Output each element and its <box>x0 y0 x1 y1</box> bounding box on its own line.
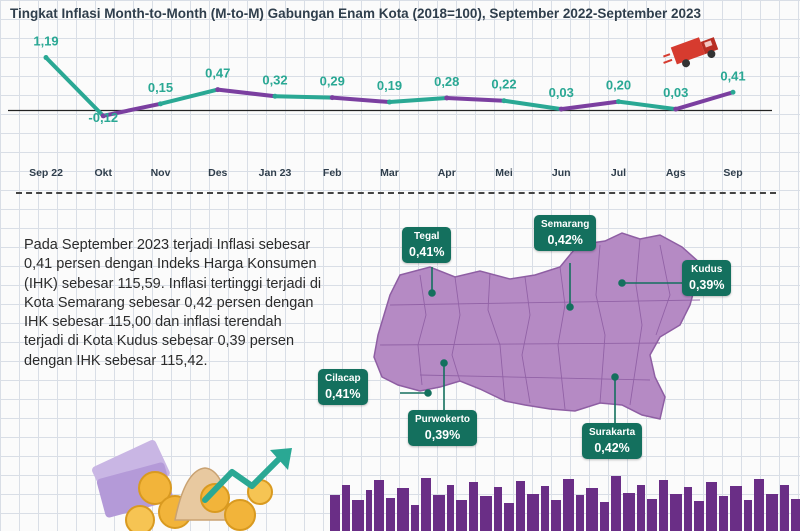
line-segment <box>44 55 106 118</box>
x-tick-label: Sep 22 <box>29 167 63 179</box>
line-segment <box>273 94 335 100</box>
x-tick-label: Ags <box>666 167 686 179</box>
line-segment <box>330 95 392 105</box>
line-segment <box>502 98 564 112</box>
data-label: 0,41 <box>720 68 745 83</box>
data-point <box>43 55 49 61</box>
data-point <box>100 113 106 119</box>
central-java-map: Tegal 0,41% Semarang 0,42% Kudus 0,39% C… <box>318 205 800 475</box>
city-inflation: 0,39% <box>424 428 461 442</box>
data-label: 0,20 <box>606 78 631 93</box>
city-name: Tegal <box>414 231 440 242</box>
data-label: 0,15 <box>148 80 173 95</box>
city-inflation: 0,42% <box>594 441 630 455</box>
city-name: Cilacap <box>325 373 361 384</box>
data-point <box>730 89 736 95</box>
data-label: 0,28 <box>434 74 459 89</box>
data-point <box>158 101 163 107</box>
line-segment <box>444 96 506 103</box>
city-inflation: 0,39% <box>689 278 725 292</box>
x-tick-label: Des <box>208 167 227 179</box>
summary-paragraph: Pada September 2023 terjadi Inflasi sebe… <box>24 237 322 369</box>
data-label: 0,29 <box>320 74 345 89</box>
x-tick-labels: Sep 22 Okt Nov Des Jan 23 Feb Mar Apr Mei Jun Jul A… <box>29 167 743 179</box>
trend-arrow-icon <box>202 448 292 503</box>
x-tick-label: Apr <box>438 167 456 179</box>
line-series <box>44 55 735 118</box>
data-point <box>673 106 679 112</box>
line-segment <box>387 96 449 105</box>
city-callout-semarang: Semarang 0,42% <box>534 215 597 251</box>
x-tick-label: Okt <box>94 167 112 179</box>
data-label: 0,47 <box>205 66 230 81</box>
data-labels: 1,19 -0,12 0,15 0,47 0,32 0,29 0,19 0,28 0,22 0,0… <box>33 34 745 125</box>
data-label: -0,12 <box>88 110 118 125</box>
x-tick-label: Feb <box>323 167 342 179</box>
data-point <box>558 106 564 112</box>
x-tick-label: Jan 23 <box>259 167 292 179</box>
city-name: Semarang <box>541 219 590 230</box>
data-point <box>329 95 335 101</box>
line-segment <box>673 90 735 112</box>
x-tick-label: Mar <box>380 167 399 179</box>
city-callout-kudus: Kudus 0,39% <box>682 260 732 296</box>
city-callout-cilacap: Cilacap 0,41% <box>318 369 368 405</box>
data-point <box>501 98 507 104</box>
data-label: 0,22 <box>491 77 516 92</box>
section-divider <box>16 192 776 194</box>
x-tick-label: Nov <box>151 167 171 179</box>
line-segment <box>616 99 678 112</box>
x-tick-label: Mei <box>495 167 513 179</box>
line-segment <box>158 87 220 106</box>
data-label: 0,32 <box>262 72 287 87</box>
x-tick-label: Sep <box>723 167 742 179</box>
city-inflation: 0,41% <box>325 387 361 401</box>
city-name: Surakarta <box>589 427 636 438</box>
data-point <box>387 99 392 105</box>
city-name: Kudus <box>691 264 723 275</box>
data-label: 0,03 <box>663 85 688 100</box>
data-point <box>616 99 621 105</box>
data-point <box>272 93 278 99</box>
inflation-line-chart: 1,19 -0,12 0,15 0,47 0,32 0,29 0,19 0,28 0,22 0,0… <box>8 34 772 179</box>
city-callout-purwokerto: Purwokerto 0,39% <box>408 410 478 446</box>
line-segment <box>101 101 163 118</box>
data-point <box>444 95 450 101</box>
city-skyline-illustration <box>330 476 800 531</box>
x-tick-label: Jul <box>611 167 626 179</box>
map-shape <box>373 232 701 425</box>
city-name: Purwokerto <box>415 414 471 425</box>
truck-icon <box>663 37 719 68</box>
data-label: 1,19 <box>33 34 58 49</box>
money-coins-illustration <box>92 439 273 531</box>
city-callout-tegal: Tegal 0,41% <box>402 227 452 263</box>
data-points <box>43 55 736 119</box>
data-point <box>215 87 221 93</box>
city-callout-surakarta: Surakarta 0,42% <box>582 423 643 459</box>
city-inflation: 0,41% <box>409 245 445 259</box>
data-label: 0,19 <box>377 78 402 93</box>
chart-title: Tingkat Inflasi Month-to-Month (M-to-M) … <box>10 6 701 21</box>
line-segment <box>559 99 621 112</box>
city-inflation: 0,42% <box>547 233 583 247</box>
x-tick-label: Jun <box>552 167 571 179</box>
line-segment <box>215 87 277 99</box>
data-label: 0,03 <box>549 85 574 100</box>
